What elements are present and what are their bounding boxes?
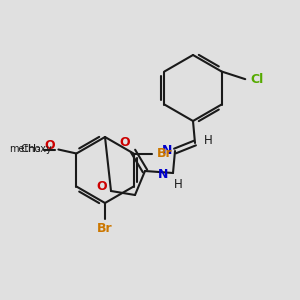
Text: Cl: Cl <box>250 73 264 85</box>
Text: H: H <box>204 134 212 148</box>
Text: N: N <box>158 167 168 181</box>
Text: H: H <box>174 178 182 191</box>
Text: Br: Br <box>157 147 172 160</box>
Text: N: N <box>162 143 172 157</box>
Text: O: O <box>44 139 55 152</box>
Text: CH₃: CH₃ <box>20 143 41 154</box>
Text: O: O <box>97 181 107 194</box>
Text: methoxy: methoxy <box>9 143 52 154</box>
Text: Br: Br <box>97 223 113 236</box>
Text: O: O <box>120 136 130 149</box>
